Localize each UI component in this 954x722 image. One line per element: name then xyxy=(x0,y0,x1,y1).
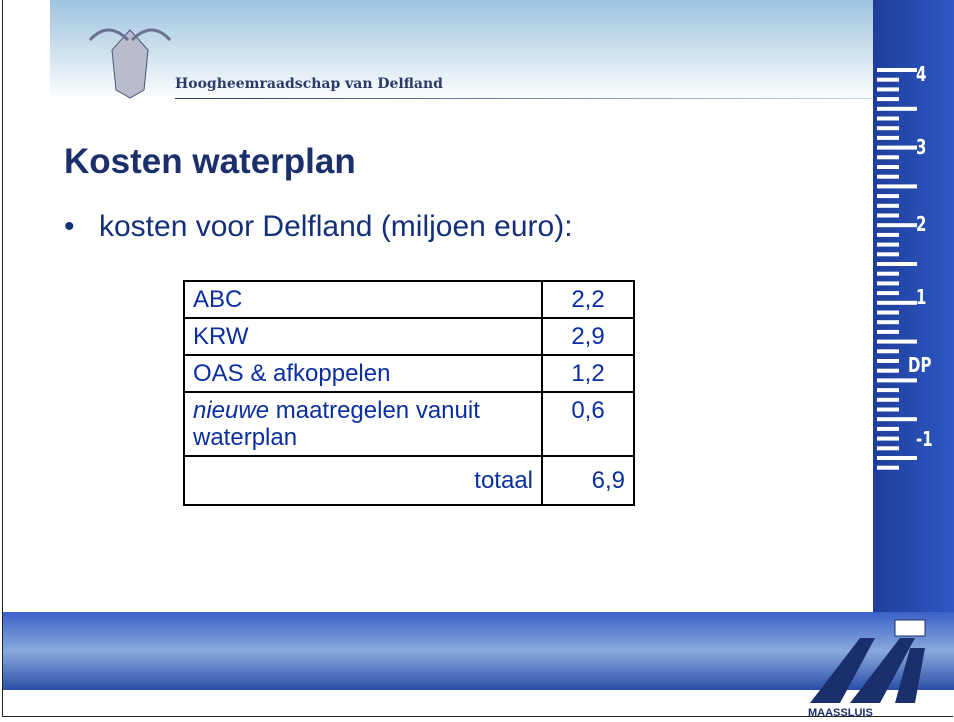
gauge-tick xyxy=(877,175,899,179)
gauge-tick xyxy=(877,311,899,315)
gauge-tick xyxy=(877,262,917,266)
crest xyxy=(88,20,172,100)
row-value: 2,9 xyxy=(542,318,634,355)
gauge-tick xyxy=(877,184,917,188)
gauge-tick xyxy=(877,97,899,101)
row-label: totaal xyxy=(184,456,542,505)
gauge-tick xyxy=(877,398,899,402)
gauge-tick xyxy=(877,194,899,198)
gauge-tick xyxy=(877,136,899,140)
gauge-tick xyxy=(877,117,899,121)
label-emphasis: nieuwe xyxy=(193,397,269,424)
gauge-tick xyxy=(877,214,899,218)
row-value: 0,6 xyxy=(542,392,634,456)
header-sky xyxy=(50,0,873,100)
row-label: KRW xyxy=(184,318,542,355)
gauge-label: 4 xyxy=(916,62,926,86)
gauge-tick xyxy=(877,359,899,363)
gauge-tick xyxy=(877,68,917,72)
row-value: 1,2 xyxy=(542,355,634,392)
gauge-tick xyxy=(877,466,899,470)
gauge-tick xyxy=(877,146,917,150)
gauge-tick xyxy=(877,320,899,324)
gauge-tick xyxy=(877,301,917,305)
gauge-tick xyxy=(877,165,899,169)
gauge-tick xyxy=(877,155,899,159)
gauge-tick xyxy=(877,78,899,82)
gauge-tick xyxy=(877,243,899,247)
gauge-label: 1 xyxy=(916,285,926,309)
header-rule xyxy=(175,98,873,99)
gauge-tick xyxy=(877,349,899,353)
row-label: ABC xyxy=(184,281,542,318)
row-value: 2,2 xyxy=(542,281,634,318)
gauge-tick xyxy=(877,87,899,91)
row-label: nieuwe maatregelen vanuit waterplan xyxy=(184,392,542,456)
organization: Hoogheemraadschap van Delfland xyxy=(175,76,443,92)
gauge-tick xyxy=(877,126,899,130)
gauge-label: 2 xyxy=(916,212,926,236)
gauge-tick xyxy=(877,272,899,276)
gauge-tick xyxy=(877,369,899,373)
gauge-tick xyxy=(877,408,899,412)
bullet: kosten voor Delfland (miljoen euro): xyxy=(64,210,573,244)
gauge-tick xyxy=(877,388,899,392)
logo-label: MAASSLUIS xyxy=(808,707,873,719)
row-value: 6,9 xyxy=(542,456,634,505)
gauge-bar xyxy=(873,0,954,612)
gauge-tick xyxy=(877,107,917,111)
gauge-tick xyxy=(877,446,899,450)
title: Kosten waterplan xyxy=(64,142,356,182)
gauge-tick xyxy=(877,378,917,382)
gauge-tick xyxy=(877,233,899,237)
gauge-label: 3 xyxy=(916,135,926,159)
gauge-tick xyxy=(877,417,917,421)
gauge-tick xyxy=(877,340,917,344)
gauge-tick xyxy=(877,204,899,208)
gauge-label: DP xyxy=(908,353,931,377)
row-label: OAS & afkoppelen xyxy=(184,355,542,392)
gauge-tick xyxy=(877,281,899,285)
bullet-text: kosten voor Delfland (miljoen euro): xyxy=(99,210,573,243)
gauge-tick xyxy=(877,291,899,295)
gauge-label: -1 xyxy=(916,427,933,451)
gauge-tick xyxy=(877,330,899,334)
gauge xyxy=(873,0,954,612)
slide: Hoogheemraadschap van Delfland Kosten wa… xyxy=(0,0,954,722)
gauge-tick xyxy=(877,437,899,441)
logo xyxy=(800,618,950,718)
gauge-tick xyxy=(877,456,917,460)
gauge-tick xyxy=(877,252,899,256)
gauge-tick xyxy=(877,427,899,431)
gauge-tick xyxy=(877,223,917,227)
